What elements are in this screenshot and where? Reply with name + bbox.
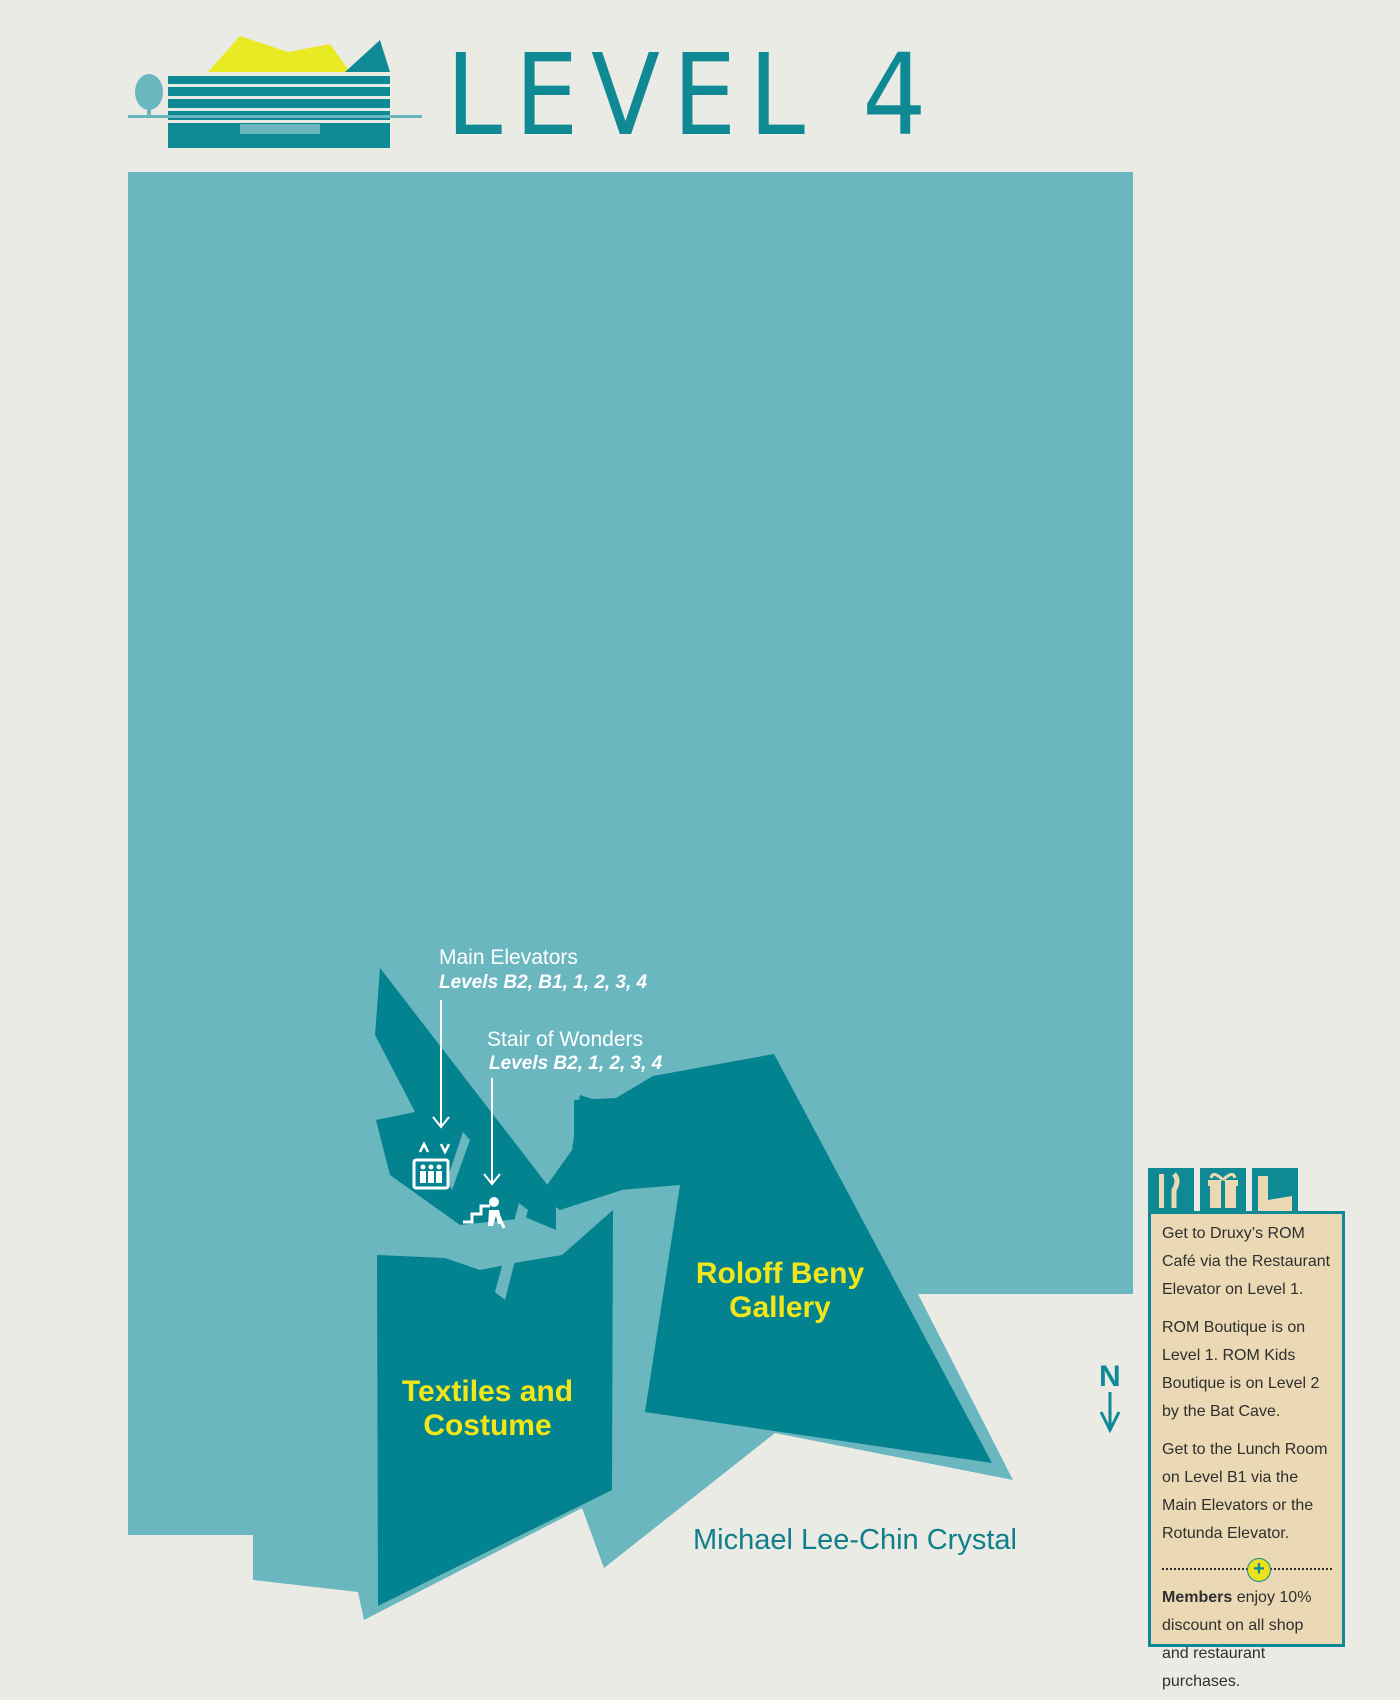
main-elevators-label: Main Elevators: [439, 946, 578, 969]
textiles-costume-label[interactable]: Textiles and Costume: [395, 1375, 580, 1443]
members-text: enjoy 10% discount on all shop and resta…: [1162, 1589, 1312, 1690]
members-divider: +: [1162, 1558, 1332, 1582]
roloff-label-line1: Roloff Beny: [695, 1257, 865, 1290]
stair-railing-2: [495, 1203, 528, 1300]
stair-of-wonders-label: Stair of Wonders: [487, 1028, 644, 1051]
north-arrow-icon: [1099, 1392, 1121, 1434]
cafe-info: Get to Druxy’s ROM Café via the Restaura…: [1162, 1225, 1331, 1298]
info-panel: Get to Druxy’s ROM Café via the Restaura…: [1148, 1211, 1345, 1690]
stair-pointer: [483, 1078, 501, 1186]
stairs-icon: [463, 1197, 506, 1229]
elevator-icon: [412, 1141, 451, 1190]
rom-building-icon: [128, 36, 422, 148]
boutique-icon: [1252, 1168, 1298, 1214]
cafe-icon: [1148, 1168, 1194, 1214]
gift-icon: [1200, 1168, 1246, 1214]
stair-of-wonders-levels: Levels B2, 1, 2, 3, 4: [489, 1053, 663, 1074]
roloff-beny-gallery-label[interactable]: Roloff Beny Gallery: [690, 1257, 870, 1325]
elevator-pointer: [432, 1000, 450, 1129]
textiles-label-line1: Textiles and: [401, 1375, 574, 1408]
page-title: LEVEL 4: [446, 31, 940, 161]
north-label: N: [1099, 1360, 1121, 1393]
stair-railing: [447, 1132, 470, 1190]
floor-plate: [128, 172, 1133, 1620]
crystal-label: Michael Lee-Chin Crystal: [693, 1524, 1017, 1556]
lunch-room-info: Get to the Lunch Room on Level B1 via th…: [1162, 1441, 1328, 1542]
roloff-beny-gallery: [574, 1054, 992, 1463]
main-elevators-levels: Levels B2, B1, 1, 2, 3, 4: [439, 972, 648, 993]
textiles-costume-gallery: [377, 1210, 613, 1606]
boutique-info: ROM Boutique is on Level 1. ROM Kids Bou…: [1162, 1319, 1320, 1420]
main-elevators-area: [375, 968, 556, 1230]
roloff-label-line2: Gallery: [729, 1291, 831, 1324]
textiles-label-line2: Costume: [423, 1409, 552, 1442]
members-info: Members enjoy 10% discount on all shop a…: [1162, 1584, 1332, 1696]
plus-icon: +: [1247, 1558, 1271, 1582]
members-bold: Members: [1162, 1589, 1233, 1606]
